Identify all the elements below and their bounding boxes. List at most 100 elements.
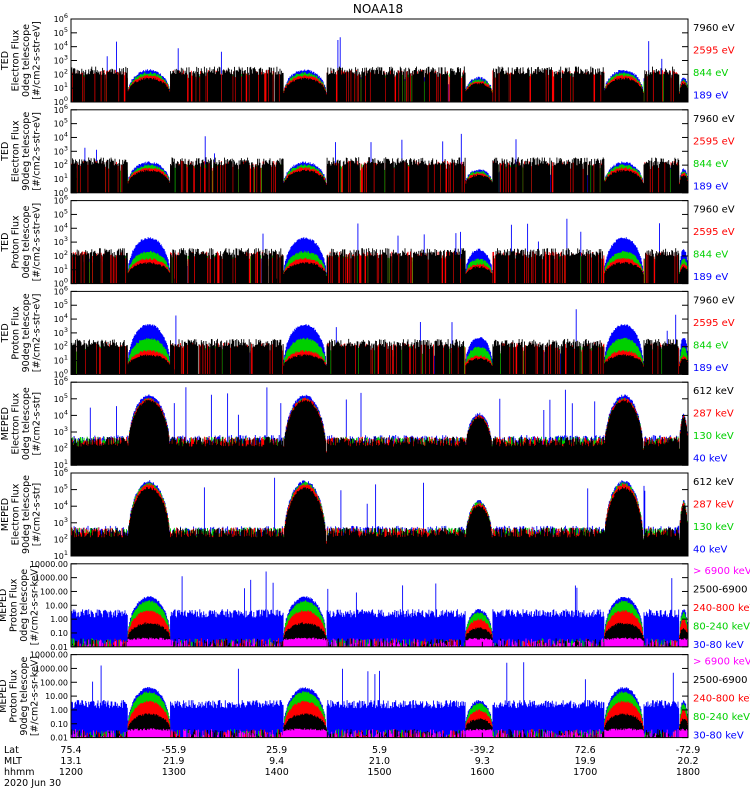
x-tick-label: 25.9 xyxy=(266,745,287,756)
legend-entry: 612 keV xyxy=(693,477,734,488)
x-row-label: hhmm xyxy=(4,767,35,778)
y-tick-label: 103 xyxy=(54,425,68,437)
y-axis-label: Electron Flux xyxy=(11,483,22,545)
y-tick-label: 0.01 xyxy=(50,643,68,652)
y-axis-label: [#/cm2-s-str-eV] xyxy=(32,203,43,282)
y-axis-label: 0deg telescope xyxy=(21,387,32,460)
legend-entry: 40 keV xyxy=(693,454,727,465)
series-group xyxy=(71,37,688,102)
y-axis-label: 90deg telescope xyxy=(21,475,32,554)
legend-entry: 7960 eV xyxy=(693,295,735,306)
y-axis-label: [#/cm2-s-sr-keV] xyxy=(30,656,41,736)
y-tick-label: 103 xyxy=(54,54,68,66)
y-tick-label: 104 xyxy=(54,130,68,142)
y-tick-label: 105 xyxy=(54,392,68,404)
y-tick-label: 104 xyxy=(54,408,68,420)
y-tick-label: 101 xyxy=(54,81,68,93)
y-axis-label: Proton Flux xyxy=(11,306,22,360)
y-tick-label: 104 xyxy=(54,221,68,233)
y-tick-label: 1000.00 xyxy=(35,664,68,673)
y-tick-label: 10.00 xyxy=(45,692,68,701)
y-tick-label: 102 xyxy=(54,532,68,544)
legend-entry: 7960 eV xyxy=(693,205,735,216)
x-tick-label: -39.2 xyxy=(470,745,495,756)
x-tick-label: 20.2 xyxy=(677,756,698,767)
y-axis-label: Proton Flux xyxy=(9,578,20,632)
y-tick-label: 100.00 xyxy=(40,678,68,687)
y-tick-label: 103 xyxy=(54,326,68,338)
y-tick-label: 103 xyxy=(54,235,68,247)
date-label: 2020 Jun 30 xyxy=(4,778,61,789)
y-axis-label: MEPED xyxy=(0,589,9,622)
series-trace xyxy=(71,487,688,556)
series-trace xyxy=(71,338,688,375)
y-axis-label: MEPED xyxy=(0,679,9,712)
x-tick-label: 1800 xyxy=(676,767,700,778)
legend-entry: 844 eV xyxy=(693,250,728,261)
series-group xyxy=(71,662,688,738)
y-axis-label: 90deg telescope xyxy=(19,656,30,735)
y-axis-label: TED xyxy=(0,51,11,71)
y-axis-label: Electron Flux xyxy=(11,120,22,182)
y-axis-label: Proton Flux xyxy=(9,669,20,723)
y-tick-label: 100.00 xyxy=(40,587,68,596)
y-tick-label: 105 xyxy=(54,117,68,129)
legend-entry: 844 eV xyxy=(693,340,728,351)
y-axis-label: [#/cm2-s-str-eV] xyxy=(32,112,43,191)
x-tick-label: 75.4 xyxy=(60,745,81,756)
x-tick-label: 1200 xyxy=(59,767,83,778)
legend-entry: 189 eV xyxy=(693,91,728,102)
series-group xyxy=(71,309,688,375)
y-tick-label: 101 xyxy=(54,263,68,275)
legend-entry: 2500-6900 xyxy=(693,584,748,595)
legend-entry: 30-80 keV xyxy=(693,731,744,742)
panel-meped-p-0: 0.01 0.10 1.00 10.00 100.00 1000.00 10000.00 ME… xyxy=(0,560,750,652)
y-axis-label: TED xyxy=(0,142,11,162)
y-tick-label: 1000.00 xyxy=(35,574,68,583)
series-group xyxy=(71,571,688,647)
y-tick-label: 0.10 xyxy=(50,629,68,638)
legend-entry: 2595 eV xyxy=(693,136,735,147)
legend-entry: 130 keV xyxy=(693,522,734,533)
legend-entry: 189 eV xyxy=(693,181,728,192)
y-tick-label: 102 xyxy=(54,340,68,352)
y-tick-label: 102 xyxy=(54,67,68,79)
panel-meped-p-90: 0.01 0.10 1.00 10.00 100.00 1000.00 10000.00 ME… xyxy=(0,651,750,743)
y-axis-label: [#/cm2-s-str] xyxy=(32,483,43,546)
legend-entry: 80-240 keV xyxy=(693,712,750,723)
legend-entry: 7960 eV xyxy=(693,114,735,125)
legend-entry: 7960 eV xyxy=(693,23,735,34)
y-axis-label: Proton Flux xyxy=(11,215,22,269)
x-tick-label: 1300 xyxy=(162,767,186,778)
y-tick-label: 102 xyxy=(54,249,68,261)
y-tick-label: 10000.00 xyxy=(30,560,68,569)
y-tick-label: 104 xyxy=(54,40,68,52)
y-axis-label: Electron Flux xyxy=(11,29,22,91)
y-axis-label: 90deg telescope xyxy=(21,112,32,191)
y-axis-label: [#/cm2-s-sr-keV] xyxy=(30,565,41,645)
x-tick-label: -72.9 xyxy=(676,745,701,756)
y-axis-label: MEPED xyxy=(0,498,11,531)
legend-entry: 189 eV xyxy=(693,272,728,283)
chart-title: NOAA18 xyxy=(353,2,403,16)
y-axis-label: TED xyxy=(0,233,11,253)
legend-entry: 844 eV xyxy=(693,68,728,79)
y-axis-label: 90deg telescope xyxy=(21,293,32,372)
legend-entry: 612 keV xyxy=(693,386,734,397)
y-tick-label: 105 xyxy=(54,207,68,219)
legend-entry: 287 keV xyxy=(693,500,734,511)
y-axis-label: [#/cm2-s-str-eV] xyxy=(32,294,43,373)
x-tick-label: -55.9 xyxy=(162,745,187,756)
y-tick-label: 101 xyxy=(54,172,68,184)
legend-entry: 130 keV xyxy=(693,431,734,442)
legend-entry: 2595 eV xyxy=(693,318,735,329)
y-axis-label: [#/cm2-s-str] xyxy=(32,392,43,455)
y-axis-label: 0deg telescope xyxy=(19,569,30,642)
legend-entry: 189 eV xyxy=(693,363,728,374)
y-tick-label: 1.00 xyxy=(50,615,68,624)
legend-entry: 844 eV xyxy=(693,159,728,170)
